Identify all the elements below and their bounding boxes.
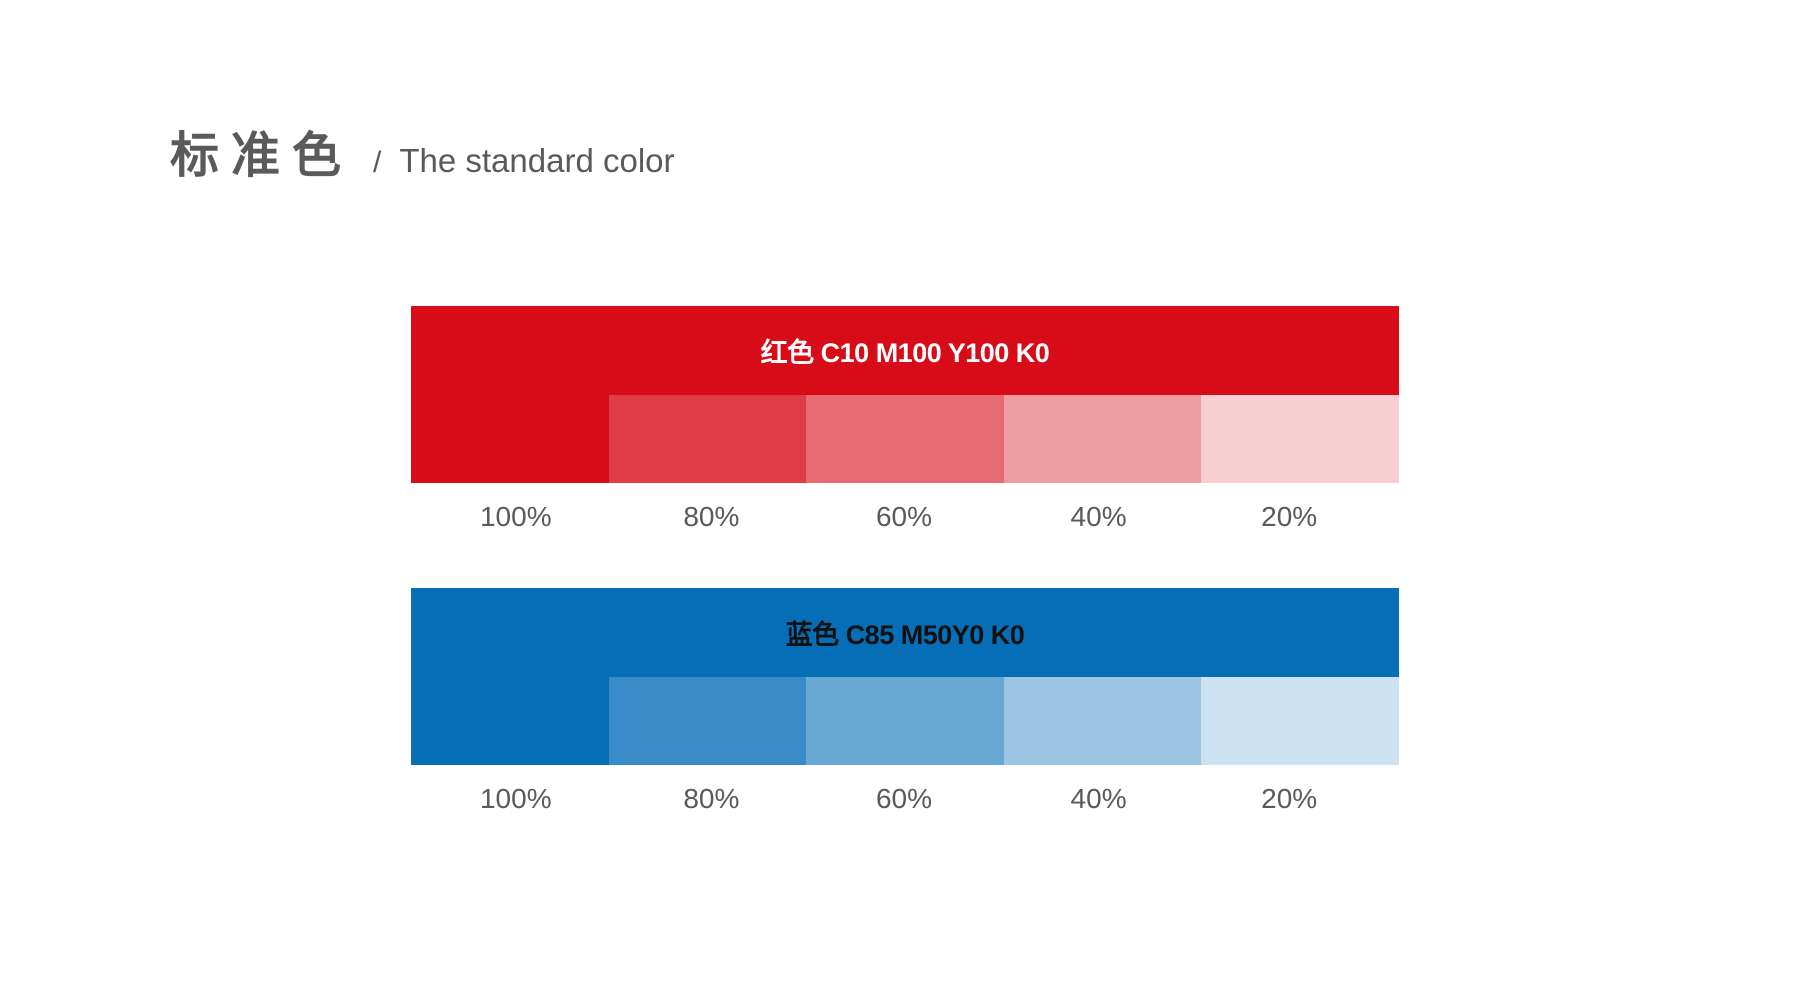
blue-tint-40 bbox=[1003, 677, 1202, 765]
red-percent-60: 60% bbox=[875, 501, 932, 532]
red-percent-20: 20% bbox=[1261, 501, 1318, 532]
blue-tint-100 bbox=[411, 677, 609, 765]
blue-color-label: 蓝色 C85 M50Y0 K0 bbox=[785, 620, 1025, 650]
blue-percent-60: 60% bbox=[875, 783, 932, 814]
blue-percent-20: 20% bbox=[1261, 783, 1318, 814]
red-swatch-block: 红色 C10 M100 Y100 K0 100% 80% 60% 40% 20% bbox=[411, 306, 1399, 533]
title-separator: / bbox=[373, 146, 382, 179]
blue-tint-80 bbox=[608, 677, 807, 765]
red-tint-80 bbox=[608, 395, 807, 483]
red-color-band: 红色 C10 M100 Y100 K0 bbox=[411, 306, 1399, 483]
blue-color-band: 蓝色 C85 M50Y0 K0 bbox=[411, 588, 1399, 765]
blue-tint-strip bbox=[411, 677, 1399, 765]
red-percent-80: 80% bbox=[683, 501, 740, 532]
red-tint-60 bbox=[806, 395, 1004, 483]
red-percent-40: 40% bbox=[1070, 501, 1127, 532]
red-band-top: 红色 C10 M100 Y100 K0 bbox=[411, 306, 1399, 395]
blue-percent-40: 40% bbox=[1070, 783, 1127, 814]
red-percent-100: 100% bbox=[479, 501, 552, 532]
blue-percent-row: 100% 80% 60% 40% 20% bbox=[411, 783, 1399, 815]
red-color-label: 红色 C10 M100 Y100 K0 bbox=[760, 338, 1050, 368]
red-percent-row: 100% 80% 60% 40% 20% bbox=[411, 501, 1399, 533]
red-tint-100 bbox=[411, 395, 609, 483]
page-header: 标准色 / The standard color bbox=[170, 116, 675, 187]
red-tint-strip bbox=[411, 395, 1399, 483]
page-title-chinese: 标准色 bbox=[170, 127, 354, 184]
blue-swatch-block: 蓝色 C85 M50Y0 K0 100% 80% 60% 40% 20% bbox=[411, 588, 1399, 815]
red-tint-40 bbox=[1003, 395, 1202, 483]
blue-percent-100: 100% bbox=[479, 783, 552, 814]
page-title-english: The standard color bbox=[399, 142, 675, 179]
blue-tint-20 bbox=[1201, 677, 1399, 765]
blue-percent-80: 80% bbox=[683, 783, 740, 814]
red-tint-20 bbox=[1201, 395, 1399, 483]
blue-band-top: 蓝色 C85 M50Y0 K0 bbox=[411, 588, 1399, 677]
blue-tint-60 bbox=[806, 677, 1004, 765]
